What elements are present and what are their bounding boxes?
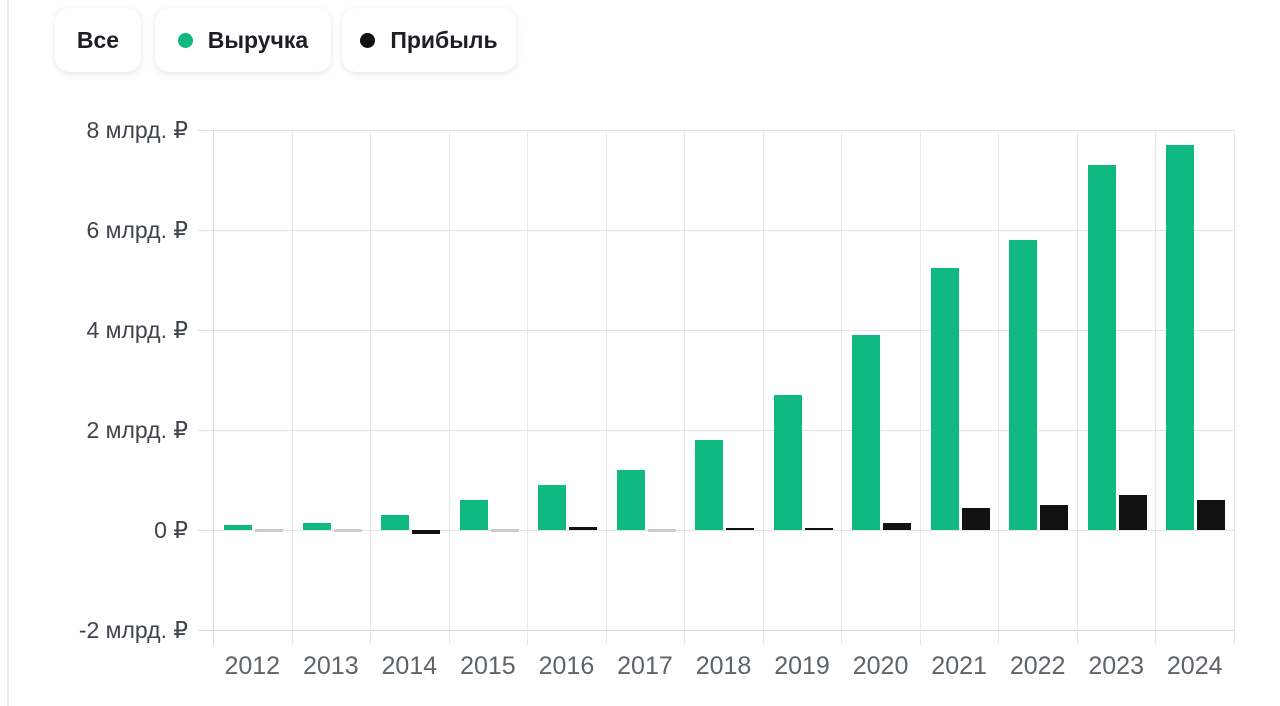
- profit-bar-2024[interactable]: [1197, 500, 1226, 530]
- profit-bar-2021[interactable]: [961, 507, 990, 530]
- x-axis-tick-label: 2013: [302, 652, 359, 680]
- gridline-vertical: [684, 130, 686, 645]
- revenue-bar-2023[interactable]: [1087, 165, 1116, 530]
- gridline-vertical: [1076, 130, 1078, 645]
- y-axis-tick-label: 2 млрд. ₽: [86, 417, 188, 443]
- x-axis-tick-label: 2021: [931, 652, 987, 680]
- x-axis-tick-label: 2022: [1009, 652, 1066, 680]
- gridline-horizontal: [198, 630, 1234, 631]
- profit-bar-2016[interactable]: [569, 527, 598, 530]
- x-axis-tick-label: 2016: [538, 652, 595, 680]
- revenue-bar-2013[interactable]: [302, 522, 331, 530]
- gridline-vertical: [841, 130, 843, 645]
- gridline-vertical: [291, 130, 293, 645]
- legend-filter-profit[interactable]: Прибыль: [342, 8, 516, 72]
- revenue-bar-2021[interactable]: [930, 267, 959, 530]
- profit-dot-icon: [360, 32, 376, 48]
- x-axis-tick-label: 2020: [852, 652, 909, 680]
- legend-filter-revenue[interactable]: Выручка: [155, 8, 331, 72]
- revenue-bar-2019[interactable]: [773, 395, 802, 530]
- page-left-border: [7, 0, 9, 706]
- profit-bar-2012[interactable]: [255, 528, 283, 532]
- gridline-vertical: [448, 130, 450, 645]
- y-axis-tick-label: 4 млрд. ₽: [86, 317, 188, 343]
- bar-chart: 8 млрд. ₽ 6 млрд. ₽ 4 млрд. ₽ 2 млрд. ₽ 0 ₽ -…: [0, 100, 1280, 706]
- revenue-bar-2012[interactable]: [224, 525, 252, 530]
- gridline-horizontal: [198, 330, 1234, 331]
- revenue-dot-icon: [177, 32, 193, 48]
- legend-profit-label: Прибыль: [390, 26, 498, 53]
- revenue-bar-2022[interactable]: [1009, 240, 1038, 530]
- gridline-vertical: [919, 130, 921, 645]
- x-axis-tick-label: 2015: [460, 652, 516, 680]
- revenue-bar-2017[interactable]: [616, 470, 645, 530]
- gridline-vertical: [527, 130, 529, 645]
- y-axis-tick-label: 6 млрд. ₽: [86, 217, 188, 243]
- profit-bar-2018[interactable]: [726, 528, 755, 530]
- gridline-vertical: [1234, 130, 1235, 645]
- x-axis-tick-label: 2023: [1088, 652, 1144, 680]
- revenue-bar-2020[interactable]: [852, 335, 881, 530]
- gridline-horizontal: [198, 130, 1234, 131]
- gridline-horizontal: [198, 230, 1234, 231]
- y-axis-tick-label: -2 млрд. ₽: [78, 617, 188, 643]
- gridline-vertical: [605, 130, 607, 645]
- y-axis-tick-label: 8 млрд. ₽: [86, 117, 188, 143]
- x-axis-tick-label: 2024: [1166, 652, 1223, 680]
- legend-filter-all[interactable]: Все: [55, 8, 141, 72]
- legend-revenue-label: Выручка: [207, 26, 309, 53]
- x-axis-tick-label: 2012: [224, 652, 281, 680]
- gridline-vertical: [762, 130, 764, 645]
- profit-bar-2019[interactable]: [804, 528, 833, 530]
- x-axis-tick-label: 2018: [695, 652, 752, 680]
- gridline-vertical: [213, 130, 214, 645]
- gridline-horizontal: [198, 430, 1234, 431]
- legend-all-label: Все: [76, 26, 120, 53]
- revenue-bar-2024[interactable]: [1166, 145, 1195, 530]
- gridline-vertical: [998, 130, 1000, 645]
- revenue-bar-2016[interactable]: [538, 485, 567, 530]
- plot-area: [198, 130, 1235, 645]
- x-axis-tick-label: 2019: [774, 652, 830, 680]
- profit-bar-2022[interactable]: [1040, 505, 1069, 530]
- gridline-horizontal: [198, 530, 1234, 531]
- profit-bar-2017[interactable]: [647, 528, 676, 532]
- gridline-vertical: [1155, 130, 1157, 645]
- profit-bar-2013[interactable]: [333, 528, 362, 532]
- revenue-bar-2014[interactable]: [381, 515, 410, 530]
- profit-bar-2023[interactable]: [1118, 495, 1147, 530]
- x-axis-tick-label: 2017: [617, 652, 673, 680]
- gridline-vertical: [370, 130, 372, 645]
- x-axis-tick-label: 2014: [381, 652, 438, 680]
- profit-bar-2015[interactable]: [490, 528, 519, 532]
- profit-bar-2014[interactable]: [412, 530, 441, 534]
- revenue-bar-2015[interactable]: [459, 500, 488, 530]
- revenue-bar-2018[interactable]: [695, 440, 724, 530]
- y-axis-tick-label: 0 ₽: [154, 517, 188, 543]
- profit-bar-2020[interactable]: [883, 522, 912, 530]
